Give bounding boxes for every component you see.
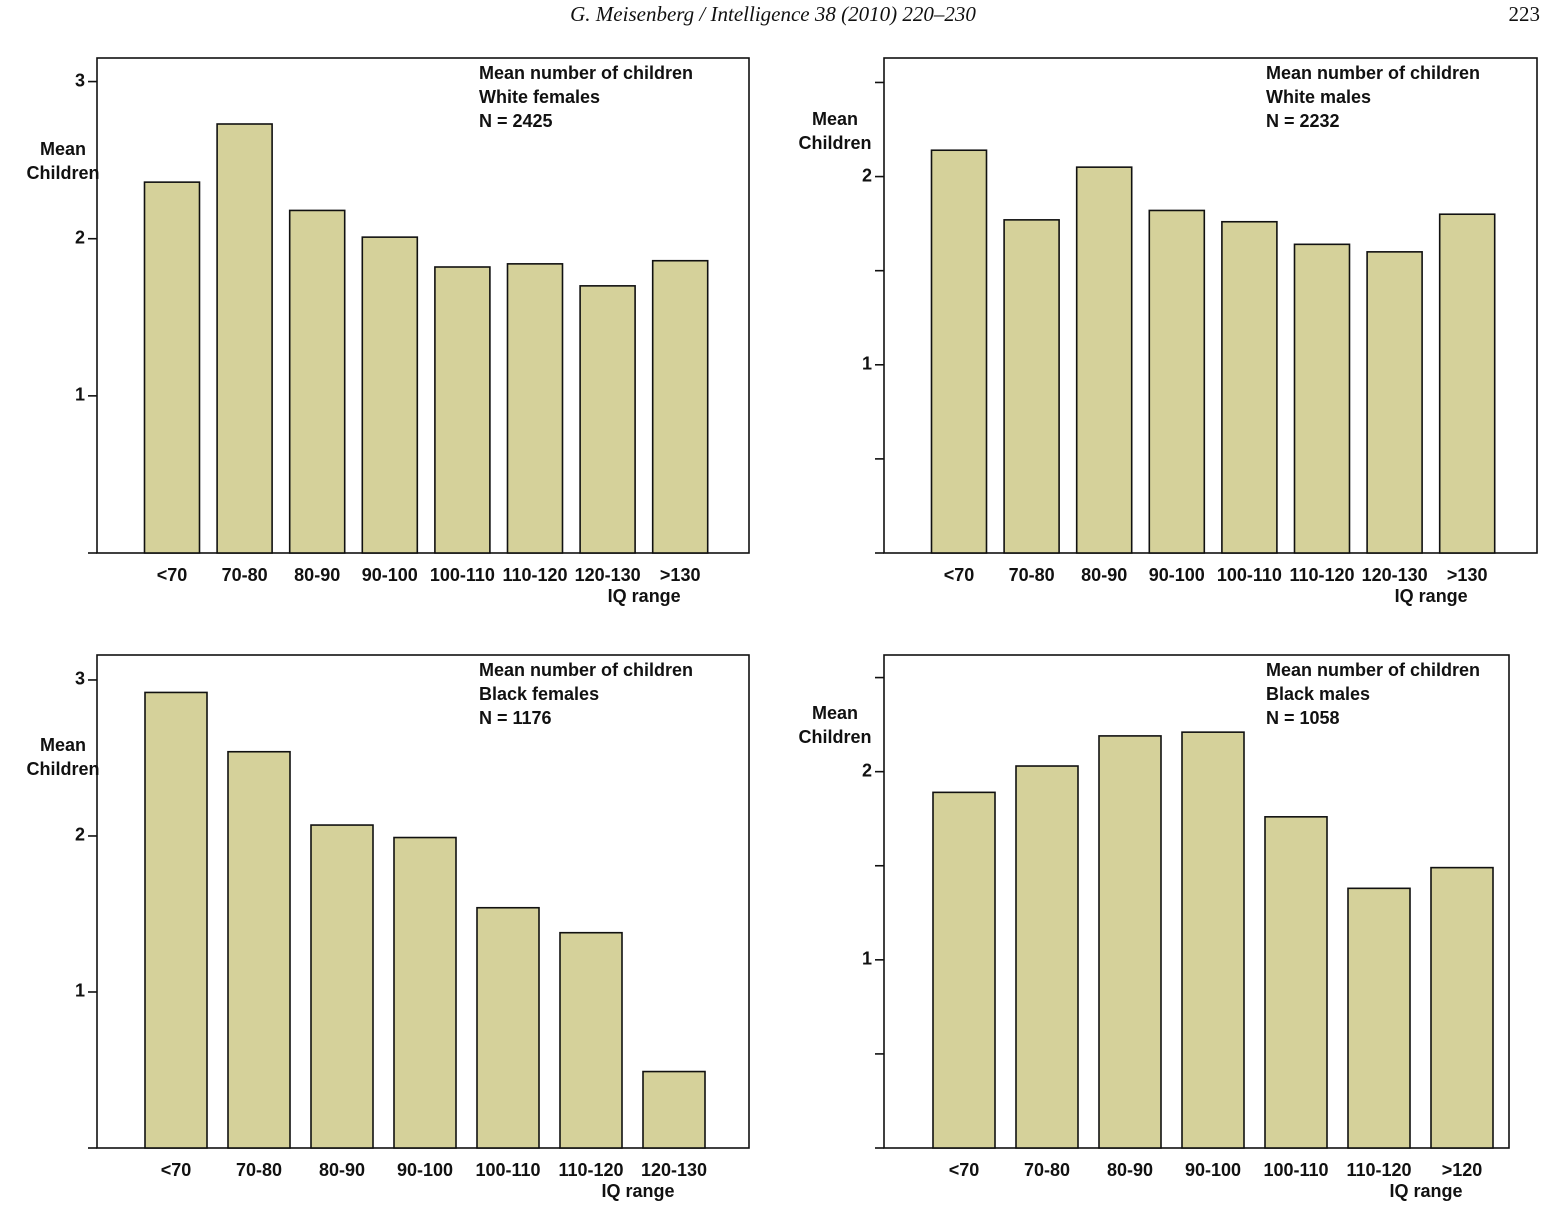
chart-subtitle: Black males xyxy=(1266,684,1370,704)
x-tick-label: 70-80 xyxy=(1024,1160,1070,1180)
x-tick-label: 110-120 xyxy=(502,565,567,585)
bar xyxy=(1181,731,1245,1149)
bar xyxy=(1264,816,1328,1149)
bar xyxy=(1098,735,1162,1149)
x-tick-label: 90-100 xyxy=(1185,1160,1241,1180)
y-axis-label: Children xyxy=(798,727,871,747)
x-tick-label: 110-120 xyxy=(558,1160,623,1180)
bar xyxy=(216,123,273,554)
bar xyxy=(1366,251,1423,554)
plot-frame xyxy=(883,57,1538,554)
bar xyxy=(393,836,457,1149)
chart-annotation: N = 2232 xyxy=(1266,111,1340,131)
bar xyxy=(144,691,208,1149)
x-tick-label: 70-80 xyxy=(236,1160,282,1180)
y-tick-label: 2 xyxy=(862,165,872,185)
x-tick-label: 80-90 xyxy=(294,565,340,585)
bar xyxy=(434,266,491,554)
chart-subtitle: White females xyxy=(479,87,600,107)
x-axis-label: IQ range xyxy=(601,1181,674,1201)
bar xyxy=(1347,887,1411,1149)
x-tick-label: 70-80 xyxy=(1009,565,1055,585)
bar xyxy=(143,181,201,554)
bar xyxy=(1015,765,1079,1149)
running-title: G. Meisenberg / Intelligence 38 (2010) 2… xyxy=(570,2,976,26)
x-tick-label: 90-100 xyxy=(362,565,418,585)
bar xyxy=(559,931,623,1149)
y-axis-label: Children xyxy=(26,163,99,183)
y-tick-label: 1 xyxy=(75,385,85,405)
x-tick-label: 100-110 xyxy=(1217,565,1282,585)
x-tick-label: >130 xyxy=(660,565,701,585)
chart-annotation: N = 1176 xyxy=(479,708,552,728)
bar xyxy=(1221,220,1278,554)
chart-title: Mean number of children xyxy=(1266,63,1480,83)
y-axis-label: Mean xyxy=(40,735,86,755)
bar xyxy=(1075,166,1133,554)
x-tick-label: 80-90 xyxy=(319,1160,365,1180)
x-axis-label: IQ range xyxy=(1389,1181,1462,1201)
bar xyxy=(1003,219,1060,554)
y-axis-label: Children xyxy=(798,133,871,153)
y-tick-label: 1 xyxy=(75,981,85,1001)
x-tick-label: 120-130 xyxy=(641,1160,707,1180)
chart-title: Mean number of children xyxy=(479,660,693,680)
chart-subtitle: White males xyxy=(1266,87,1371,107)
chart-title: Mean number of children xyxy=(1266,660,1480,680)
y-axis-label: Mean xyxy=(40,139,86,159)
x-tick-label: 120-130 xyxy=(1362,565,1428,585)
x-tick-label: <70 xyxy=(157,565,188,585)
plot-frame xyxy=(96,57,750,554)
x-tick-label: 70-80 xyxy=(222,565,268,585)
bar xyxy=(930,149,988,554)
y-axis-label: Mean xyxy=(812,109,858,129)
x-tick-label: 80-90 xyxy=(1081,565,1127,585)
y-axis-label: Children xyxy=(26,759,99,779)
x-tick-label: 80-90 xyxy=(1107,1160,1153,1180)
x-axis-label: IQ range xyxy=(608,586,681,606)
chart-annotation: N = 1058 xyxy=(1266,708,1340,728)
chart-title: Mean number of children xyxy=(479,63,693,83)
x-tick-label: 90-100 xyxy=(397,1160,453,1180)
y-tick-label: 2 xyxy=(75,825,85,845)
bar xyxy=(1293,243,1351,554)
x-tick-label: 110-120 xyxy=(1346,1160,1411,1180)
bar xyxy=(932,791,996,1149)
x-tick-label: <70 xyxy=(949,1160,980,1180)
bar xyxy=(288,209,346,554)
bar xyxy=(1430,866,1494,1149)
x-tick-label: 90-100 xyxy=(1149,565,1205,585)
x-tick-label: 110-120 xyxy=(1289,565,1354,585)
bar xyxy=(579,285,636,554)
bar xyxy=(476,906,540,1149)
x-tick-label: 100-110 xyxy=(475,1160,540,1180)
x-tick-label: 100-110 xyxy=(430,565,495,585)
x-tick-label: 100-110 xyxy=(1263,1160,1328,1180)
bar xyxy=(1438,213,1496,554)
x-tick-label: >120 xyxy=(1442,1160,1483,1180)
x-tick-label: <70 xyxy=(161,1160,192,1180)
y-tick-label: 2 xyxy=(75,227,85,247)
y-tick-label: 2 xyxy=(862,760,872,780)
x-tick-label: 120-130 xyxy=(575,565,641,585)
bar xyxy=(227,750,291,1149)
bar xyxy=(651,259,709,554)
chart-annotation: N = 2425 xyxy=(479,111,553,131)
bar xyxy=(1148,209,1206,554)
y-axis-label: Mean xyxy=(812,703,858,723)
bar xyxy=(642,1070,706,1149)
bar xyxy=(310,824,374,1149)
bar xyxy=(361,236,419,554)
y-tick-label: 3 xyxy=(75,669,85,689)
y-tick-label: 1 xyxy=(862,949,872,969)
x-tick-label: <70 xyxy=(944,565,975,585)
y-tick-label: 3 xyxy=(75,70,85,90)
page-number: 223 xyxy=(1509,2,1541,26)
y-tick-label: 1 xyxy=(862,354,872,374)
x-axis-label: IQ range xyxy=(1395,586,1468,606)
bar xyxy=(506,263,564,554)
x-tick-label: >130 xyxy=(1447,565,1488,585)
chart-subtitle: Black females xyxy=(479,684,599,704)
